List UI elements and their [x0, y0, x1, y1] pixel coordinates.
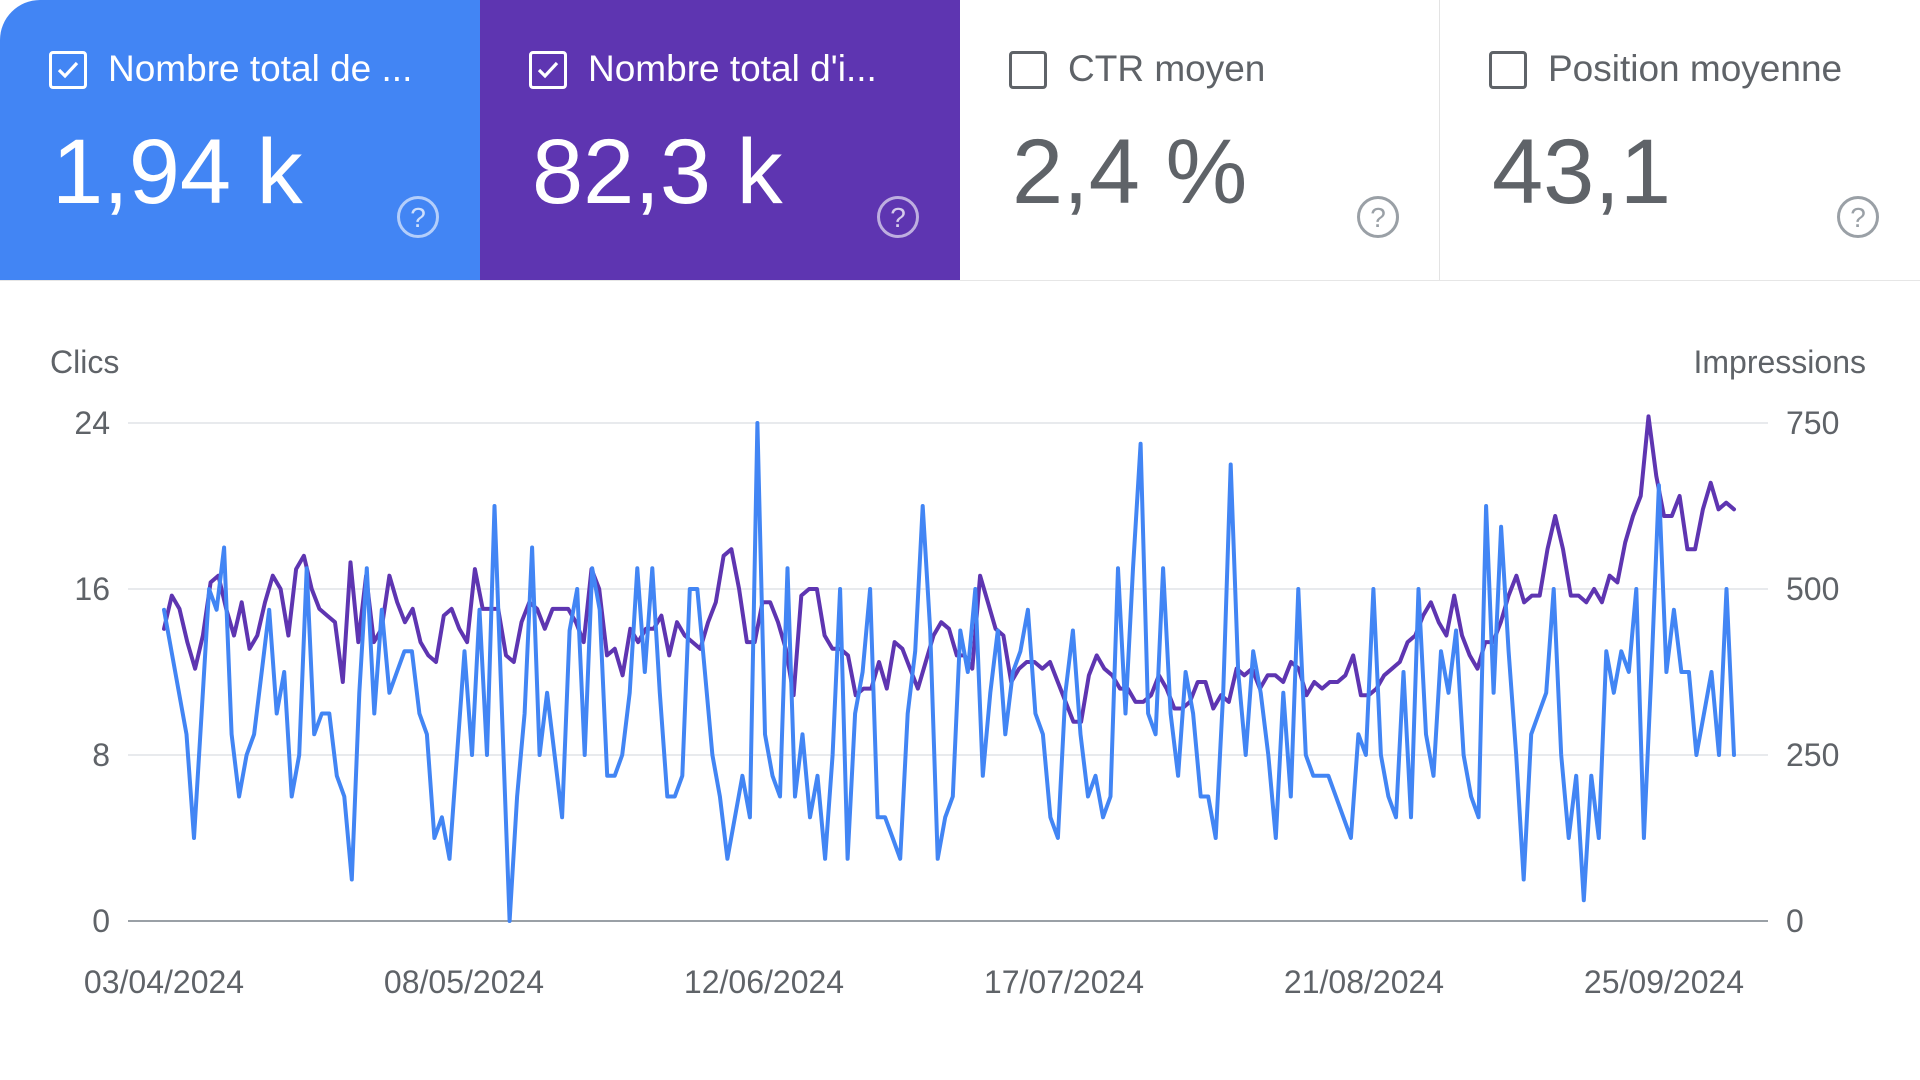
chart-lines — [162, 414, 1736, 923]
axis-ticks: 0 0 8 250 16 500 24 750 03/04/2024 08/05/2024 12/0… — [74, 405, 1839, 1000]
y-left-tick-label: 0 — [92, 903, 110, 939]
checkbox-checked-icon[interactable] — [49, 51, 87, 89]
y-right-tick-label: 250 — [1786, 737, 1839, 773]
metric-value: 43,1 — [1492, 121, 1672, 223]
metric-value: 1,94 k — [52, 121, 303, 223]
help-icon[interactable]: ? — [1357, 196, 1399, 238]
clicks-series-line — [162, 421, 1736, 923]
metric-value: 82,3 k — [532, 121, 783, 223]
right-axis-title: Impressions — [1694, 344, 1867, 380]
chart-grid — [128, 422, 1768, 922]
y-left-tick-label: 24 — [74, 405, 110, 441]
metric-average-ctr[interactable]: CTR moyen 2,4 % ? — [960, 0, 1440, 280]
y-right-tick-label: 750 — [1786, 405, 1839, 441]
checkbox-checked-icon[interactable] — [529, 51, 567, 89]
left-axis-title: Clics — [50, 344, 119, 380]
metric-total-impressions[interactable]: Nombre total d'i... 82,3 k ? — [480, 0, 960, 280]
y-left-tick-label: 8 — [92, 737, 110, 773]
metric-label: Nombre total d'i... — [588, 48, 877, 89]
x-tick-label: 03/04/2024 — [84, 964, 244, 1000]
x-tick-label: 21/08/2024 — [1284, 964, 1444, 1000]
x-tick-label: 12/06/2024 — [684, 964, 844, 1000]
y-right-tick-label: 0 — [1786, 903, 1804, 939]
x-tick-label: 25/09/2024 — [1584, 964, 1744, 1000]
help-icon[interactable]: ? — [877, 196, 919, 238]
help-icon[interactable]: ? — [397, 196, 439, 238]
checkbox-unchecked-icon[interactable] — [1009, 51, 1047, 89]
impressions-series-line — [162, 414, 1736, 724]
x-tick-label: 08/05/2024 — [384, 964, 544, 1000]
metric-value: 2,4 % — [1012, 121, 1248, 223]
x-tick-label: 17/07/2024 — [984, 964, 1144, 1000]
metric-label: Nombre total de ... — [108, 48, 413, 89]
metric-label: Position moyenne — [1548, 48, 1843, 89]
y-right-tick-label: 500 — [1786, 571, 1839, 607]
metric-tabs: Nombre total de ... 1,94 k ? Nombre tota… — [0, 0, 1920, 281]
metric-average-position[interactable]: Position moyenne 43,1 ? — [1440, 0, 1920, 280]
performance-chart: Clics Impressions 0 0 8 250 16 500 24 750 03/04/… — [50, 344, 1867, 1000]
checkbox-unchecked-icon[interactable] — [1489, 51, 1527, 89]
metric-label: CTR moyen — [1068, 48, 1266, 89]
help-icon[interactable]: ? — [1837, 196, 1879, 238]
metric-total-clicks[interactable]: Nombre total de ... 1,94 k ? — [0, 0, 480, 280]
y-left-tick-label: 16 — [74, 571, 110, 607]
